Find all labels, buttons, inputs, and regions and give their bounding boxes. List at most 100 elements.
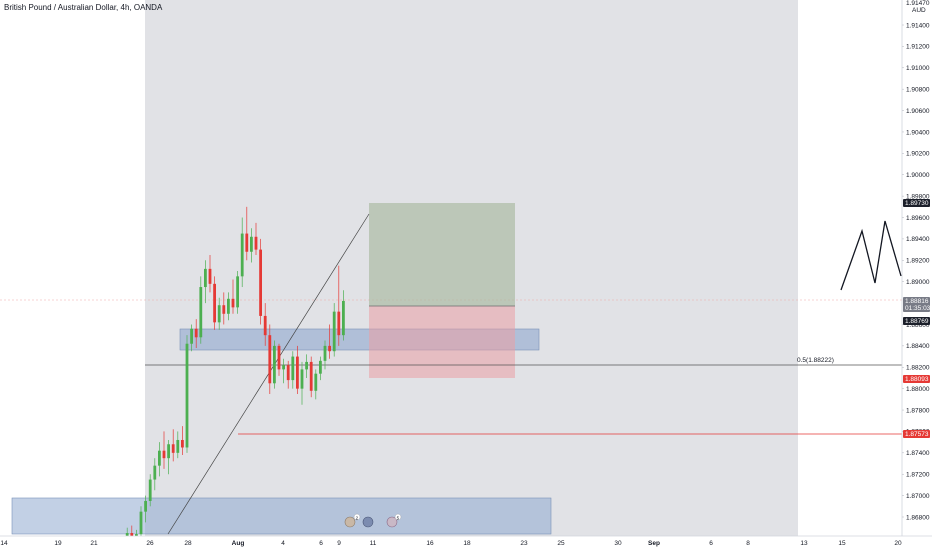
price-tag-value: 1.88769 [905,318,929,325]
event-badge-3[interactable] [386,516,398,528]
price-tick-label: 1.88200 [906,365,930,372]
price-tag [903,375,930,383]
time-axis-label: 18 [463,540,471,547]
candle-body [204,268,207,288]
candle-body [171,444,175,453]
time-axis-label: Sep [648,540,660,547]
candle-body [194,328,198,338]
event-badge-3-count-dot [394,513,402,521]
candle-body [240,233,244,277]
price-tick-label: 1.88400 [906,343,930,350]
price-tag-value: 1.88816 [905,298,929,305]
candle-body [176,439,180,453]
candle-body [162,450,166,459]
time-axis[interactable]: 14 19 21 26 28 Aug 4 6 9 11 16 18 23 25 30 Sep 6 8 13 15 20 [0,535,932,550]
time-axis-label: 19 [54,540,62,547]
time-axis-label: 20 [894,540,902,547]
candle-body [273,345,276,384]
event-badge-1-count: 2 [356,515,359,520]
price-tick-label: 1.91400 [906,22,930,29]
event-badge-3-count: 5 [397,515,400,520]
price-tag [903,430,930,438]
candle-body [227,298,230,314]
candle-body [323,345,327,361]
time-axis-label: 11 [370,540,377,547]
candle-body [291,356,295,381]
candle-body [268,335,272,384]
price-tag [903,297,930,312]
time-axis-label: Aug [232,540,245,547]
price-tick-label: 1.87200 [906,472,930,479]
candle-body [208,268,212,284]
price-tick-label: 1.89200 [906,258,930,265]
time-axis-label: 13 [800,540,808,547]
candle-body [139,511,143,535]
event-badge-1[interactable] [344,516,356,528]
price-tick-label: 1.90600 [906,108,930,115]
candle-body [213,283,216,323]
candle-body [328,345,331,352]
candle-body [245,233,249,252]
candle-body [185,343,189,448]
time-axis-label: 6 [319,540,323,547]
candle-body [286,365,290,381]
candle-body [309,361,313,391]
candle-body [263,315,267,336]
projection-zigzag[interactable] [840,220,902,291]
candle-body [300,369,304,389]
event-badges[interactable]: 2 5 [344,513,402,528]
price-tick-label: 1.91000 [906,65,930,72]
price-tick-label: 1.87400 [906,450,930,457]
time-axis-label: 6 [709,540,713,547]
price-tick-label: 1.88000 [906,386,930,393]
take-profit-zone[interactable] [369,203,515,306]
candle-body [282,365,285,370]
time-axis-label: 15 [838,540,846,547]
candle-body [296,356,299,389]
time-axis-label: 16 [426,540,434,547]
symbol-title[interactable]: British Pound / Australian Dollar, 4h, O… [4,3,163,12]
candle-body [144,500,147,512]
price-tick-label: 1.90400 [906,129,930,136]
time-axis-label: 26 [146,540,154,547]
price-tick-label: 1.86800 [906,514,930,521]
candle-body [199,287,203,338]
candle-body [222,305,226,314]
candle-body [190,328,193,344]
price-tick-label: 1.89000 [906,279,930,286]
price-tick-label: 1.89800 [906,193,930,200]
event-badge-1-count-dot [353,513,361,521]
time-axis-label: 25 [557,540,565,547]
candle-body [332,311,336,352]
candle-body [305,361,308,370]
candle-body [148,479,152,501]
event-badge-2[interactable] [362,516,374,528]
candle-body [236,276,239,308]
candle-body [217,305,221,323]
time-labels: 14 19 21 26 28 Aug 4 6 9 11 16 18 23 25 30 Sep 6 8 13 15 20 [0,540,902,547]
candle-body [153,465,157,480]
time-axis-label: 23 [520,540,528,547]
candle-body [314,373,318,391]
candle-body [231,298,235,308]
price-tag-value: 1.88093 [905,376,929,383]
time-axis-label: 21 [90,540,98,547]
demand-zone-lower[interactable] [11,497,552,535]
time-axis-label: 14 [0,540,8,547]
price-tick-label: 1.87800 [906,407,930,414]
candle-body [342,300,345,336]
price-axis[interactable]: 1.91470 AUD 1.91400 1.91200 1.91000 1.90800… [901,0,932,536]
price-tick-label: 1.91200 [906,44,930,51]
price-tick-label: 1.90000 [906,172,930,179]
candle-body [167,444,170,459]
time-axis-label: 9 [337,540,341,547]
price-tick-label: 1.90800 [906,86,930,93]
time-axis-bg [0,536,932,550]
price-axis-currency: AUD [912,7,926,14]
candle-body [250,236,253,252]
price-tick-label: 1.89400 [906,236,930,243]
candle-body [277,345,281,370]
stop-loss-zone[interactable] [369,306,515,378]
